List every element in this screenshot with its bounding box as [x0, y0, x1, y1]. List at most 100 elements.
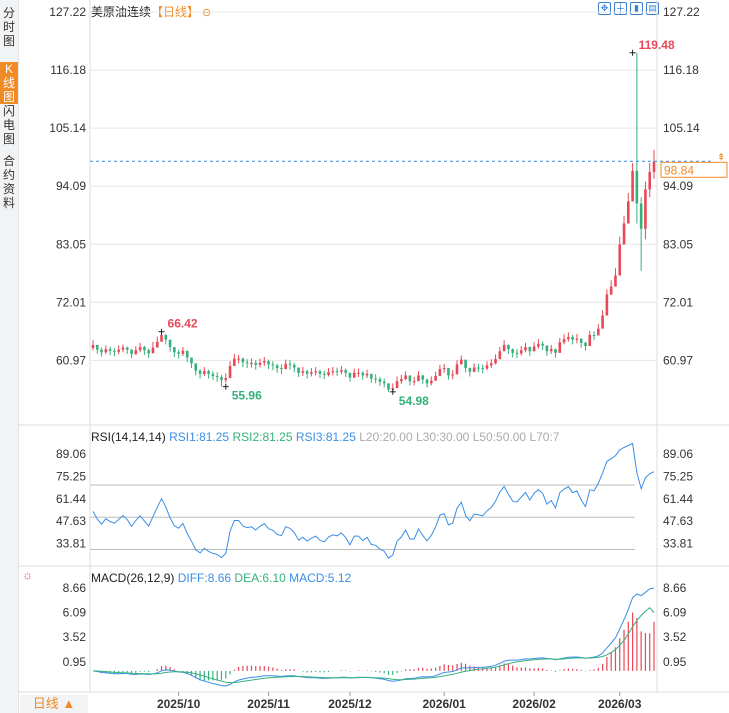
- dea-line: [92, 607, 655, 684]
- candle-body: [477, 367, 480, 369]
- rsi-header: RSI(14,14,14) RSI1:81.25 RSI2:81.25 RSI3…: [91, 430, 559, 444]
- candle-body: [352, 372, 356, 378]
- candle-body: [489, 363, 493, 366]
- candle-body: [571, 337, 574, 340]
- candle-body: [395, 381, 399, 389]
- candle-body: [237, 358, 240, 360]
- rsi-line: [92, 442, 655, 559]
- extreme-label: 54.98: [399, 394, 429, 408]
- candle-body: [545, 345, 549, 352]
- chart-type-icon[interactable]: ▮: [630, 2, 643, 15]
- macd-header: MACD(26,12,9) DIFF:8.66 DEA:6.10 MACD:5.…: [91, 571, 351, 585]
- candle-body: [331, 371, 335, 373]
- price-tick-right: 83.05: [663, 237, 693, 251]
- time-tick-label: 2026/02: [512, 697, 556, 711]
- candle-body: [280, 368, 283, 370]
- candle-body: [370, 373, 373, 379]
- macd-tick-left: 0.95: [63, 655, 87, 669]
- collapse-icon[interactable]: ⊖: [202, 7, 212, 19]
- candle-body: [322, 373, 326, 375]
- rsi1-legend: RSI1:81.25: [169, 430, 230, 444]
- candle-body: [215, 375, 219, 377]
- candle-body: [117, 349, 120, 352]
- rsi-tick-left: 47.63: [56, 514, 86, 528]
- macd-title: MACD(26,12,9): [91, 571, 175, 585]
- candle-body: [95, 344, 99, 350]
- candle-body: [250, 362, 253, 364]
- candle-body: [228, 365, 232, 379]
- l20-legend: L20:20.00: [359, 430, 413, 444]
- candle-body: [194, 363, 198, 371]
- candle-body: [241, 358, 245, 363]
- candle-body: [605, 294, 609, 316]
- settings-icon[interactable]: ☼: [22, 568, 33, 582]
- candle-body: [438, 369, 442, 376]
- candle-body: [168, 339, 172, 348]
- candle-body: [254, 362, 258, 365]
- candle-body: [348, 372, 352, 378]
- candle-body: [442, 368, 446, 370]
- candle-body: [203, 371, 206, 374]
- l70-legend: L70:7: [529, 430, 560, 444]
- candle-body: [245, 362, 249, 364]
- candle-body: [575, 338, 579, 340]
- candle-body: [207, 371, 210, 374]
- candle-body: [374, 378, 377, 380]
- rsi-tick-left: 89.06: [56, 447, 86, 461]
- candle-body: [537, 343, 540, 347]
- rsi-tick-right: 75.25: [663, 469, 693, 483]
- candle-body: [408, 375, 412, 382]
- diff-legend: DIFF:8.66: [177, 571, 232, 585]
- price-chart[interactable]: 127.22 127.22 116.18 116.18 105.14 105.14 94.0…: [18, 0, 729, 713]
- candle-body: [532, 346, 536, 352]
- candle-body: [554, 349, 557, 353]
- price-tick-right: 94.09: [663, 179, 693, 193]
- rsi-tick-right: 89.06: [663, 447, 693, 461]
- tab-timeshare[interactable]: 分时图: [2, 6, 15, 48]
- candle-body: [558, 342, 562, 353]
- candle-body: [614, 275, 617, 287]
- macd-legend: MACD:5.12: [289, 571, 352, 585]
- candle-body: [387, 383, 390, 390]
- candle-body: [340, 370, 343, 372]
- candle-body: [91, 344, 95, 349]
- rsi-tick-left: 61.44: [56, 492, 86, 506]
- candle-body: [588, 334, 592, 346]
- candle-body: [519, 350, 523, 354]
- candle-body: [498, 351, 502, 360]
- candle-body: [597, 328, 600, 336]
- tab-contract-info[interactable]: 合约资料: [2, 154, 15, 210]
- candle-body: [404, 375, 407, 380]
- candle-body: [233, 358, 236, 366]
- candle-body: [130, 349, 133, 354]
- candle-body: [455, 364, 459, 375]
- candle-body: [104, 349, 108, 353]
- candle-body: [365, 373, 369, 376]
- sidebar-toggle-icon[interactable]: ▤: [646, 2, 659, 15]
- candle-body: [541, 343, 544, 346]
- tab-kline[interactable]: K线图: [0, 62, 18, 104]
- rsi-tick-right: 47.63: [663, 514, 693, 528]
- candle-body: [275, 365, 279, 369]
- candle-body: [125, 347, 129, 350]
- price-tick-left: 127.22: [49, 5, 86, 19]
- price-tick-left: 94.09: [56, 179, 86, 193]
- period-selector[interactable]: 日线 ▲: [20, 695, 88, 713]
- rsi2-legend: RSI2:81.25: [232, 430, 293, 444]
- expand-icon[interactable]: ✥: [598, 2, 611, 15]
- macd-tick-right: 8.66: [663, 581, 687, 595]
- candle-body: [631, 170, 634, 202]
- price-tick-right: 127.22: [663, 5, 700, 19]
- candle-body: [434, 375, 437, 381]
- candle-body: [592, 334, 596, 336]
- candle-body: [494, 359, 497, 364]
- price-alert-icon: ⇞: [717, 152, 725, 163]
- macd-tick-right: 6.09: [663, 606, 687, 620]
- candle-body: [481, 368, 485, 370]
- candle-body: [652, 161, 656, 172]
- crosshair-icon[interactable]: ┼: [614, 2, 627, 15]
- tab-flash-chart[interactable]: 闪电图: [2, 104, 15, 146]
- l50-legend: L50:50.00: [472, 430, 527, 444]
- extreme-label: 55.96: [232, 389, 262, 403]
- extreme-label: 66.42: [168, 317, 198, 331]
